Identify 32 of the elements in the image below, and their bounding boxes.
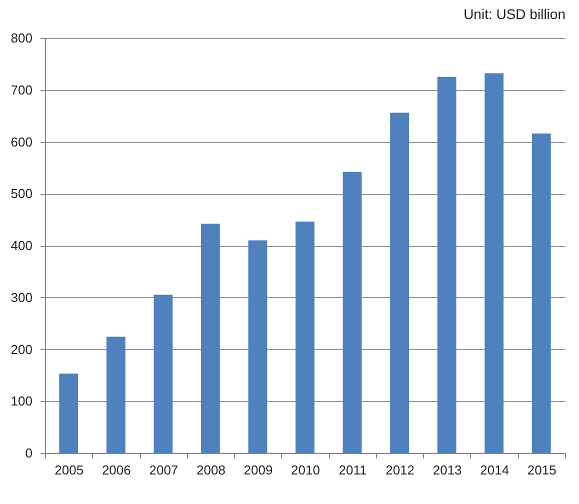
- bar: [296, 222, 314, 453]
- x-tick-label: 2006: [102, 462, 131, 478]
- bar: [532, 133, 551, 453]
- x-tick-label: 2007: [149, 462, 178, 478]
- y-tick-label: 200: [10, 342, 32, 357]
- bar: [484, 73, 504, 453]
- bar: [154, 294, 173, 453]
- y-tick-label: 100: [10, 394, 32, 409]
- x-tick-label: 2012: [386, 462, 415, 478]
- y-tick-label: 300: [10, 290, 32, 305]
- bar: [201, 224, 220, 453]
- x-tick-label: 2014: [480, 462, 510, 478]
- bar: [437, 76, 456, 453]
- bar: [106, 336, 126, 453]
- text: Unit: USD billion: [464, 6, 566, 22]
- x-tick-label: 2013: [432, 462, 462, 478]
- x-tick-label: 2011: [338, 462, 367, 478]
- x-tick-label: 2008: [196, 462, 226, 478]
- bar: [342, 172, 362, 453]
- y-tick-label: 800: [10, 30, 32, 46]
- y-tick-label: 700: [10, 82, 32, 98]
- bar: [390, 112, 409, 453]
- bar: [59, 374, 78, 453]
- x-tick-label: 2005: [54, 462, 84, 478]
- x-tick-label: 2015: [527, 462, 556, 478]
- y-tick-label: 400: [10, 238, 32, 253]
- bar: [248, 240, 268, 453]
- x-tick-label: 2009: [244, 462, 273, 478]
- x-tick-label: 2010: [291, 462, 320, 478]
- y-tick-label: 0: [25, 446, 32, 460]
- y-tick-label: 600: [10, 134, 32, 150]
- y-tick-label: 500: [10, 186, 32, 202]
